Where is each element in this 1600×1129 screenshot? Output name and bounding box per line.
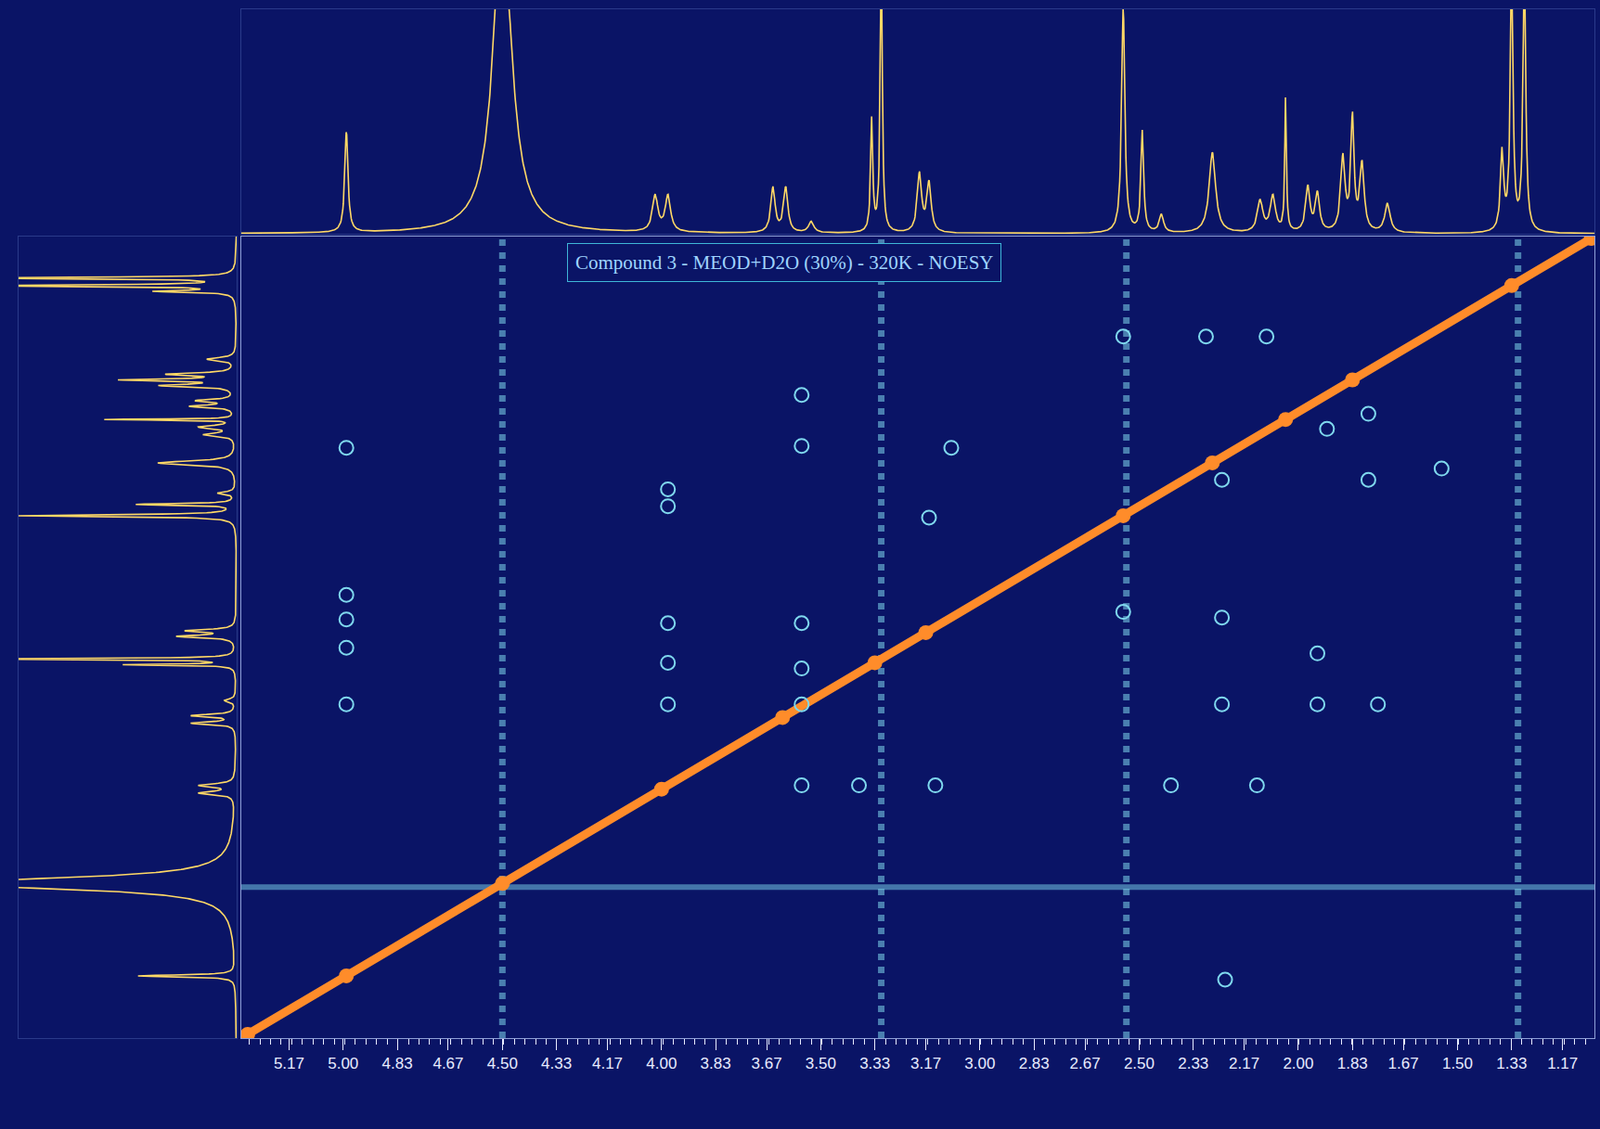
svg-text:2.67: 2.67 <box>1070 1055 1101 1073</box>
svg-text:4.67: 4.67 <box>432 1055 464 1073</box>
svg-text:5.00: 5.00 <box>327 1055 359 1073</box>
svg-text:3.67: 3.67 <box>751 1055 783 1073</box>
svg-text:4.33: 4.33 <box>541 1055 572 1073</box>
svg-text:2.17: 2.17 <box>1228 1055 1260 1073</box>
svg-text:5.17: 5.17 <box>273 1055 305 1073</box>
svg-text:2.00: 2.00 <box>1282 1055 1314 1073</box>
svg-text:2.83: 2.83 <box>1019 1055 1050 1073</box>
svg-text:4.00: 4.00 <box>645 1055 677 1073</box>
svg-text:1.50: 1.50 <box>1442 1055 1473 1073</box>
svg-text:3.17: 3.17 <box>910 1055 942 1073</box>
svg-text:1.83: 1.83 <box>1337 1055 1368 1073</box>
svg-text:4.83: 4.83 <box>382 1055 413 1073</box>
svg-text:3.33: 3.33 <box>859 1055 891 1073</box>
svg-text:4.50: 4.50 <box>487 1055 518 1073</box>
svg-text:2.50: 2.50 <box>1123 1055 1155 1073</box>
svg-text:3.00: 3.00 <box>964 1055 995 1073</box>
svg-text:1.67: 1.67 <box>1388 1055 1420 1073</box>
svg-text:2.33: 2.33 <box>1177 1055 1209 1073</box>
svg-text:1.17: 1.17 <box>1547 1055 1578 1073</box>
svg-text:3.83: 3.83 <box>700 1055 732 1073</box>
svg-text:1.33: 1.33 <box>1496 1055 1527 1073</box>
svg-text:3.50: 3.50 <box>805 1055 837 1073</box>
svg-text:Compound 3 - MEOD+D2O (30%) -: Compound 3 - MEOD+D2O (30%) - 320K - NOE… <box>575 251 994 274</box>
svg-text:4.17: 4.17 <box>592 1055 623 1073</box>
